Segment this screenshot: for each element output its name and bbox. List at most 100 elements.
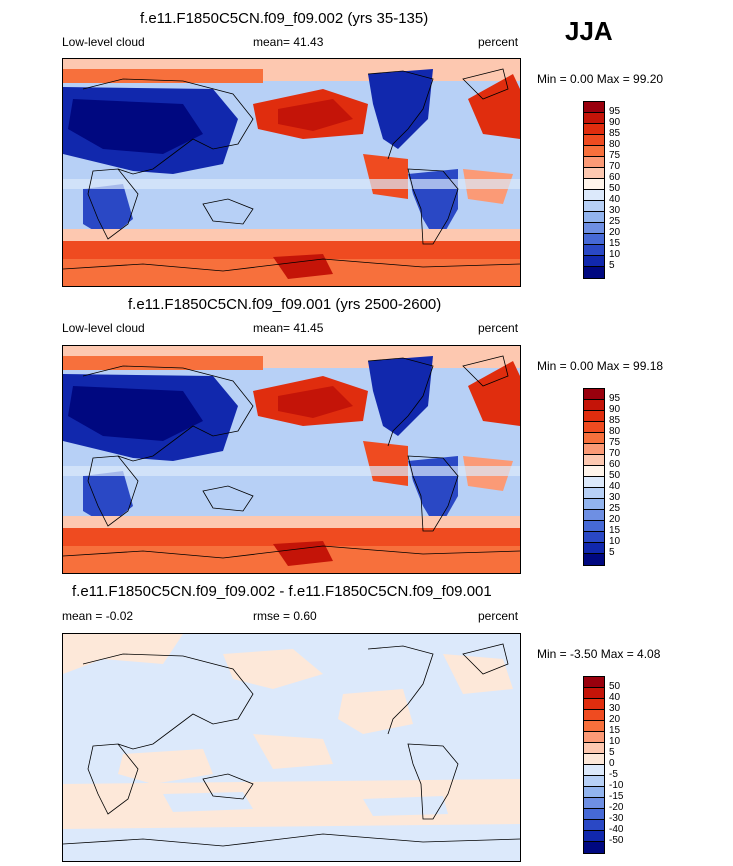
panel2-colorbar-tick: 50	[609, 470, 621, 481]
panel2-colorbar-tick: 15	[609, 525, 621, 536]
panel3-colorbar-tick: 30	[609, 703, 621, 714]
panel3-colorbar-tick: -50	[609, 835, 624, 846]
panel3-colorbar-bin	[584, 820, 604, 831]
panel1-colorbar-bin	[584, 135, 604, 146]
panel1-colorbar-tick: 40	[609, 194, 621, 205]
panel2-title: f.e11.F1850C5CN.f09_f09.001 (yrs 2500-26…	[128, 296, 442, 313]
panel3-colorbar-bin	[584, 688, 604, 699]
panel1-colorbar-bin	[584, 168, 604, 179]
panel1-colorbar-tick: 30	[609, 205, 621, 216]
panel2-mean-label: mean= 41.45	[253, 321, 324, 335]
panel2-colorbar-tick: 60	[609, 459, 621, 470]
panel3-map	[62, 633, 521, 862]
panel3-colorbar-bin	[584, 677, 604, 688]
panel3-colorbar-bin	[584, 710, 604, 721]
panel1-colorbar-tick: 25	[609, 216, 621, 227]
panel3-colorbar-bin	[584, 776, 604, 787]
panel3-map-plot	[63, 634, 520, 861]
panel3-colorbar-tick: 40	[609, 692, 621, 703]
panel2-colorbar-bin	[584, 477, 604, 488]
panel2-colorbar-bin	[584, 444, 604, 455]
panel1-colorbar-bin	[584, 245, 604, 256]
panel1-colorbar-tick: 95	[609, 106, 621, 117]
panel2-colorbar-tick: 40	[609, 481, 621, 492]
panel3-colorbar-tick: -40	[609, 824, 624, 835]
panel2-colorbar-bin	[584, 521, 604, 532]
panel1-variable-label: Low-level cloud	[62, 35, 145, 49]
panel2-colorbar-tick: 70	[609, 448, 621, 459]
panel2-colorbar-bin	[584, 532, 604, 543]
panel1-colorbar-tick: 85	[609, 128, 621, 139]
panel1-colorbar-bin	[584, 256, 604, 267]
panel1-colorbar-bin	[584, 267, 604, 278]
panel1-colorbar-bin	[584, 124, 604, 135]
panel1-title: f.e11.F1850C5CN.f09_f09.002 (yrs 35-135)	[140, 10, 429, 27]
panel2-colorbar-tick: 85	[609, 415, 621, 426]
panel1-map	[62, 58, 521, 287]
panel2-colorbar-bin	[584, 433, 604, 444]
panel3-title: f.e11.F1850C5CN.f09_f09.002 - f.e11.F185…	[72, 583, 492, 600]
season-label: JJA	[565, 16, 613, 46]
panel3-colorbar-bin	[584, 809, 604, 820]
panel2-colorbar-bin	[584, 389, 604, 400]
panel2-colorbar-tick: 25	[609, 503, 621, 514]
panel1-colorbar-tick: 90	[609, 117, 621, 128]
panel3-colorbar-bin	[584, 721, 604, 732]
panel2-colorbar-tick: 5	[609, 547, 615, 558]
panel3-colorbar-tick: 15	[609, 725, 621, 736]
panel3-colorbar-bin	[584, 831, 604, 842]
panel1-colorbar-bin	[584, 190, 604, 201]
panel2-colorbar-tick: 95	[609, 393, 621, 404]
panel2-colorbar-tick: 90	[609, 404, 621, 415]
panel3-minmax-label: Min = -3.50 Max = 4.08	[537, 647, 661, 661]
panel1-colorbar-tick: 60	[609, 172, 621, 183]
panel3-colorbar-tick: -5	[609, 769, 618, 780]
panel3-colorbar-bin	[584, 732, 604, 743]
panel2-colorbar	[583, 388, 605, 566]
panel3-colorbar-bin	[584, 699, 604, 710]
panel3-colorbar-tick: 0	[609, 758, 615, 769]
panel1-colorbar-bin	[584, 102, 604, 113]
panel3-colorbar-bin	[584, 798, 604, 809]
panel2-colorbar-tick: 30	[609, 492, 621, 503]
panel2-map-plot	[63, 346, 520, 573]
panel3-rmse-label: rmse = 0.60	[253, 609, 317, 623]
panel1-colorbar-bin	[584, 234, 604, 245]
panel1-units-label: percent	[478, 35, 519, 49]
panel1-colorbar-tick: 15	[609, 238, 621, 249]
panel3-colorbar-bin	[584, 842, 604, 853]
panel1-colorbar-bin	[584, 223, 604, 234]
panel1-colorbar-tick: 20	[609, 227, 621, 238]
panel1-colorbar-bin	[584, 212, 604, 223]
panel3-colorbar-bin	[584, 743, 604, 754]
panel1-colorbar-bin	[584, 113, 604, 124]
panel1-map-plot	[63, 59, 520, 286]
panel2-units-label: percent	[478, 321, 519, 335]
panel3-colorbar-tick: 5	[609, 747, 615, 758]
panel2-variable-label: Low-level cloud	[62, 321, 145, 335]
panel1-colorbar-tick: 10	[609, 249, 621, 260]
panel1-mean-label: mean= 41.43	[253, 35, 324, 49]
panel3-colorbar-tick: 20	[609, 714, 621, 725]
panel3-colorbar-tick: 10	[609, 736, 621, 747]
panel1-colorbar-bin	[584, 146, 604, 157]
panel3-colorbar-tick: 50	[609, 681, 621, 692]
panel3-colorbar-tick: -15	[609, 791, 624, 802]
panel3-colorbar-tick: -30	[609, 813, 624, 824]
panel1-colorbar-tick: 70	[609, 161, 621, 172]
panel1-colorbar-tick: 5	[609, 260, 615, 271]
panel2-colorbar-tick: 20	[609, 514, 621, 525]
panel2-colorbar-tick: 10	[609, 536, 621, 547]
panel1-colorbar-bin	[584, 201, 604, 212]
panel2-map	[62, 345, 521, 574]
panel3-colorbar-tick: -10	[609, 780, 624, 791]
panel1-colorbar-tick: 80	[609, 139, 621, 150]
panel3-colorbar-bin	[584, 787, 604, 798]
panel2-colorbar-tick: 80	[609, 426, 621, 437]
panel2-colorbar-bin	[584, 422, 604, 433]
panel2-colorbar-bin	[584, 510, 604, 521]
panel3-colorbar	[583, 676, 605, 854]
panel1-colorbar	[583, 101, 605, 279]
panel2-colorbar-bin	[584, 554, 604, 565]
panel2-colorbar-bin	[584, 455, 604, 466]
